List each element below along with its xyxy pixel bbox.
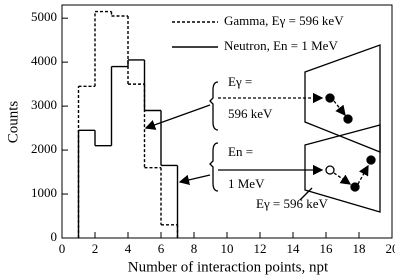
hit: [343, 114, 353, 124]
y-tick-label: 4000: [31, 53, 57, 68]
arrow: [333, 172, 352, 185]
legend-label: Gamma, Eγ = 596 keV: [224, 13, 344, 28]
hit: [325, 93, 335, 103]
detector: [304, 124, 381, 213]
arrow: [144, 104, 211, 130]
hit: [325, 165, 335, 175]
hit: [350, 182, 360, 192]
y-tick-label: 0: [51, 229, 58, 244]
pointer: [299, 187, 313, 201]
x-tick-label: 2: [92, 241, 99, 256]
x-tick-label: 16: [320, 241, 334, 256]
x-tick-label: 10: [221, 241, 234, 256]
x-axis-label: Number of interaction points, npt: [128, 259, 329, 275]
x-tick-label: 4: [125, 241, 132, 256]
x-tick-label: 6: [158, 241, 165, 256]
arrow: [178, 174, 211, 185]
brace: [209, 142, 219, 192]
y-tick-label: 3000: [31, 97, 57, 112]
brace: [209, 81, 219, 131]
arrow: [333, 100, 346, 117]
x-tick-label: 0: [59, 241, 66, 256]
y-axis-label: Counts: [5, 101, 21, 144]
x-tick-label: 12: [254, 241, 267, 256]
x-tick-label: 20: [386, 241, 395, 256]
annotation: 1 MeV: [228, 176, 265, 191]
legend-label: Neutron, En = 1 MeV: [224, 38, 338, 53]
x-tick-label: 18: [353, 241, 366, 256]
x-tick-label: 8: [191, 241, 198, 256]
detector: [304, 44, 381, 153]
x-tick-label: 14: [287, 241, 301, 256]
annotation: En =: [228, 144, 253, 159]
y-tick-label: 1000: [31, 185, 57, 200]
annotation: Eγ =: [228, 74, 252, 89]
y-tick-label: 5000: [31, 9, 57, 24]
hit: [366, 155, 376, 165]
arrow: [357, 164, 369, 185]
annotation: Eγ = 596 keV: [256, 196, 329, 211]
diagram: [144, 44, 381, 213]
y-tick-label: 2000: [31, 141, 57, 156]
annotation: 596 keV: [228, 106, 273, 121]
